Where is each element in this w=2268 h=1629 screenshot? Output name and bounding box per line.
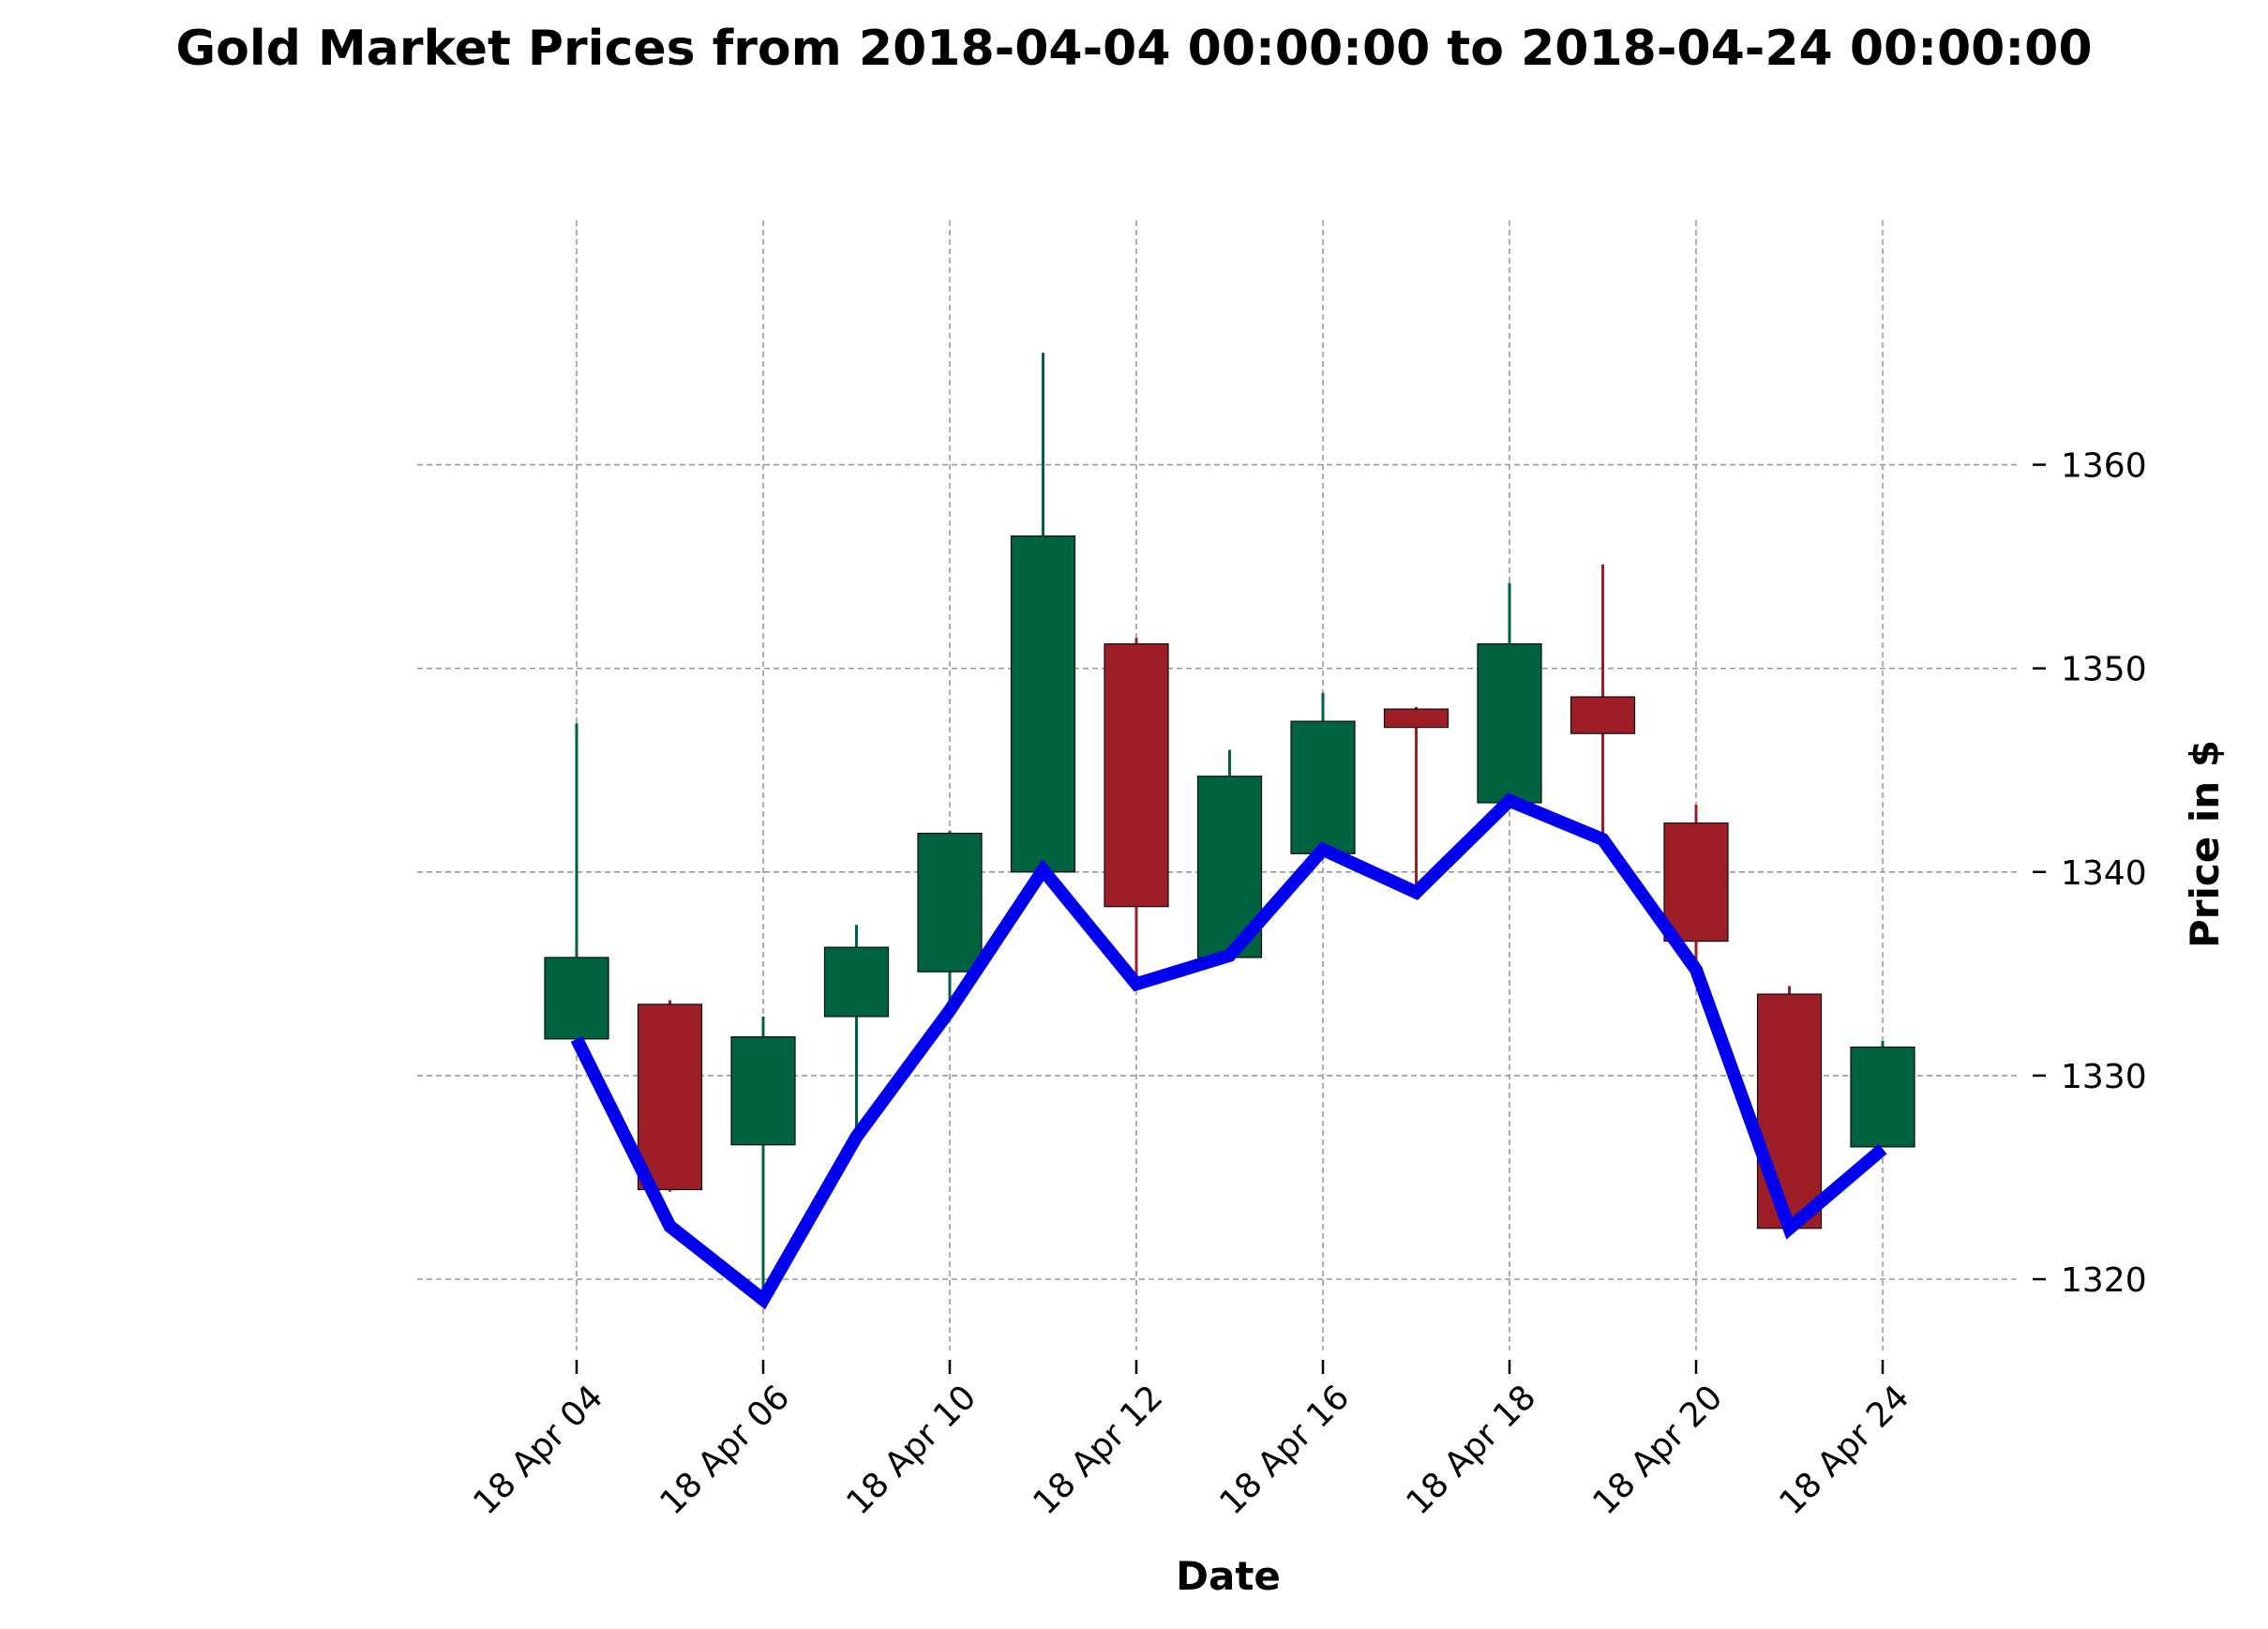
x-tick-label: 18 Apr 16 (1212, 1378, 1357, 1522)
candle-down (1570, 696, 1636, 734)
candle-up (1290, 720, 1356, 854)
candle-up (823, 946, 890, 1018)
axes-layer: 1320 1330 1340 1350 1360 18 Apr 04 18 Apr 06 18… (466, 447, 2146, 1523)
candle-up (1010, 535, 1076, 873)
candle-up (1850, 1046, 1915, 1148)
candle-down (1756, 993, 1823, 1229)
candle-up (730, 1036, 796, 1146)
x-tick-label: 18 Apr 10 (839, 1378, 984, 1522)
y-tick-label: 1350 (2061, 651, 2147, 689)
y-tick-label: 1360 (2061, 447, 2147, 486)
candle-down (1104, 643, 1169, 908)
candle-up (544, 957, 609, 1040)
candle-up (1477, 643, 1542, 804)
x-tick-label: 18 Apr 04 (466, 1378, 610, 1522)
y-tick-label: 1330 (2061, 1058, 2147, 1096)
candle-down (637, 1003, 703, 1191)
candle-down (1383, 708, 1449, 729)
candles-layer (544, 353, 1915, 1300)
price-line (570, 792, 1887, 1310)
candle-down (1663, 822, 1729, 943)
x-tick-label: 18 Apr 20 (1585, 1378, 1730, 1522)
y-axis-label: Price in $ (2182, 740, 2228, 948)
x-tick-label: 18 Apr 18 (1399, 1378, 1543, 1522)
y-tick-label: 1340 (2061, 854, 2147, 893)
chart-title: Gold Market Prices from 2018-04-04 00:00… (175, 21, 2093, 77)
line-layer (570, 792, 1887, 1310)
x-tick-label: 18 Apr 12 (1026, 1378, 1170, 1522)
y-tick-label: 1320 (2061, 1261, 2147, 1300)
x-tick-label: 18 Apr 24 (1772, 1378, 1916, 1522)
candle-up (917, 832, 983, 973)
x-tick-label: 18 Apr 06 (653, 1378, 797, 1522)
x-axis-label: Date (1176, 1553, 1281, 1599)
